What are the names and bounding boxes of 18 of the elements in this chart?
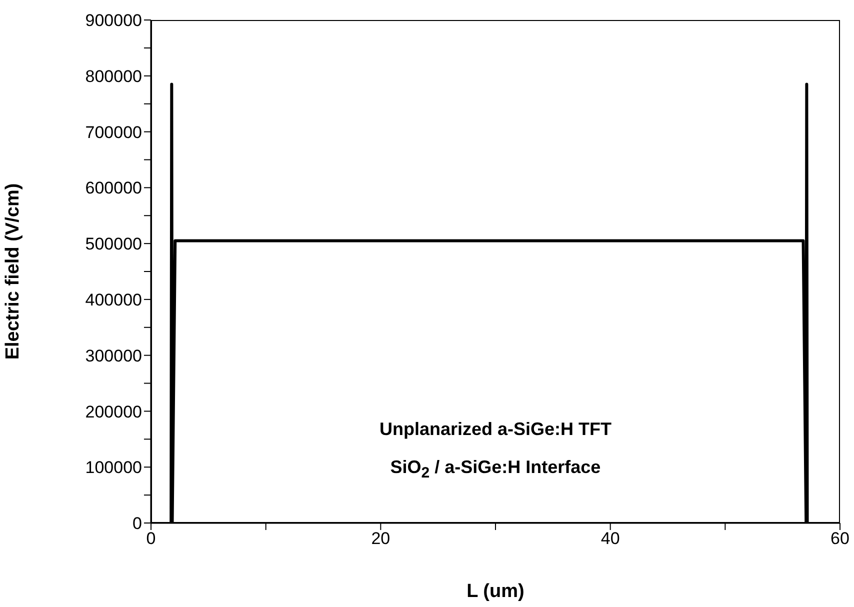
x-tick-label: 0 [146,529,156,548]
y-axis-title: Electric field (V/cm) [2,183,24,360]
y-tick-label: 400000 [85,290,142,310]
y-tick-label: 100000 [85,458,142,478]
y-tick-label: 500000 [85,234,142,254]
y-tick-label: 200000 [85,402,142,422]
annotation: Unplanarized a-SiGe:H TFT [378,418,613,441]
annotation: SiO$_{2}$ / a-SiGe:H Interface [389,456,602,484]
x-tick-label: 20 [371,529,390,548]
x-tick-label: 60 [830,529,850,548]
y-tick-label: 600000 [85,178,142,198]
y-tick-label: 700000 [85,122,142,142]
x-axis-title: L (um) [466,581,524,602]
y-tick-label: 800000 [85,66,142,86]
y-tick-label: 0 [132,514,142,534]
y-tick-label: 300000 [85,346,142,366]
x-tick-label: 40 [600,529,620,548]
y-tick-label: 900000 [85,11,142,30]
